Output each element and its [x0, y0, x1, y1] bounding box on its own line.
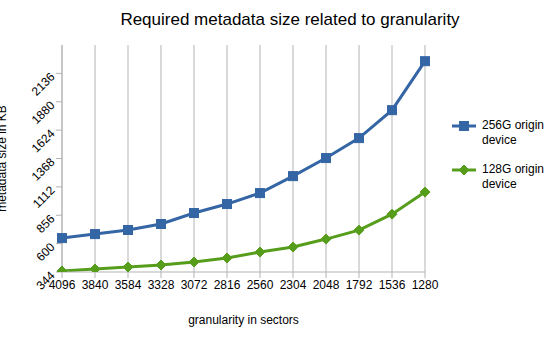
svg-text:3328: 3328 [148, 278, 175, 292]
svg-text:1280: 1280 [412, 278, 439, 292]
svg-text:4096: 4096 [48, 277, 76, 292]
svg-text:1880: 1880 [29, 98, 58, 127]
svg-text:3072: 3072 [181, 278, 208, 292]
svg-text:1624: 1624 [29, 126, 58, 155]
svg-text:metadata size in KB: metadata size in KB [8, 105, 9, 212]
html-text:Required metadata size related: Required metadata size related to granul… [120, 10, 460, 29]
svg-text:600: 600 [33, 240, 57, 264]
svg-text:1536: 1536 [379, 278, 406, 292]
svg-text:1112: 1112 [30, 183, 58, 211]
svg-text:1368: 1368 [29, 155, 58, 184]
svg-text:2048: 2048 [313, 278, 340, 292]
svg-text:2304: 2304 [280, 278, 307, 292]
svg-text:344: 344 [33, 268, 57, 292]
html-text:256G origin device: 256G origin device [482, 118, 544, 147]
svg-text:2136: 2136 [29, 70, 58, 99]
svg-text:2816: 2816 [214, 278, 241, 292]
svg-text:granularity in sectors: granularity in sectors [188, 313, 299, 327]
svg-text:856: 856 [33, 211, 57, 235]
svg-text:3584: 3584 [115, 278, 142, 292]
svg-text:2560: 2560 [247, 278, 274, 292]
svg-text:3840: 3840 [82, 278, 109, 292]
svg-text:1792: 1792 [346, 278, 373, 292]
html-text:128G origin device: 128G origin device [482, 162, 544, 191]
